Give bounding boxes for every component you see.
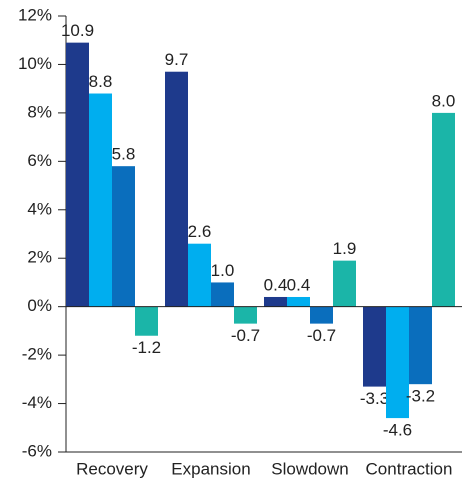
y-tick-label: 8% <box>27 102 52 121</box>
bar <box>287 296 310 307</box>
y-tick-label: -2% <box>22 345 52 364</box>
y-tick-label: 10% <box>18 54 52 73</box>
bar <box>112 166 135 307</box>
value-label: -0.7 <box>307 326 336 345</box>
bar <box>333 260 356 307</box>
value-label: 2.6 <box>188 222 212 241</box>
value-label: -3.3 <box>360 389 389 408</box>
value-label: 1.0 <box>211 261 235 280</box>
value-label: -1.2 <box>132 338 161 357</box>
y-tick-label: 2% <box>27 248 52 267</box>
value-label: 10.9 <box>61 21 94 40</box>
value-label: 5.8 <box>112 145 136 164</box>
bar <box>165 71 188 307</box>
bar <box>310 306 333 324</box>
value-label: 8.0 <box>432 91 456 110</box>
y-tick-label: 0% <box>27 296 52 315</box>
bar <box>135 306 158 336</box>
value-label: 9.7 <box>165 50 189 69</box>
value-label: 0.4 <box>287 275 311 294</box>
bar <box>386 306 409 419</box>
y-tick-label: -6% <box>22 441 52 460</box>
value-label: 8.8 <box>89 72 113 91</box>
y-tick-label: 6% <box>27 151 52 170</box>
value-label: 0.4 <box>264 275 288 294</box>
value-label: -0.7 <box>231 326 260 345</box>
bar <box>264 296 287 307</box>
bar <box>89 93 112 307</box>
x-tick-label: Expansion <box>171 459 250 478</box>
y-tick-label: 4% <box>27 199 52 218</box>
bar <box>432 112 455 307</box>
bar <box>363 306 386 387</box>
x-tick-label: Recovery <box>76 459 148 478</box>
value-label: 1.9 <box>333 239 357 258</box>
value-label: -4.6 <box>383 421 412 440</box>
x-tick-label: Slowdown <box>271 459 349 478</box>
bar <box>234 306 257 324</box>
bar <box>409 306 432 385</box>
bar <box>211 282 234 307</box>
value-label: -3.2 <box>406 387 435 406</box>
bar <box>188 243 211 307</box>
bar <box>66 42 89 307</box>
y-tick-label: 12% <box>18 5 52 24</box>
y-tick-label: -4% <box>22 393 52 412</box>
x-tick-label: Contraction <box>366 459 453 478</box>
